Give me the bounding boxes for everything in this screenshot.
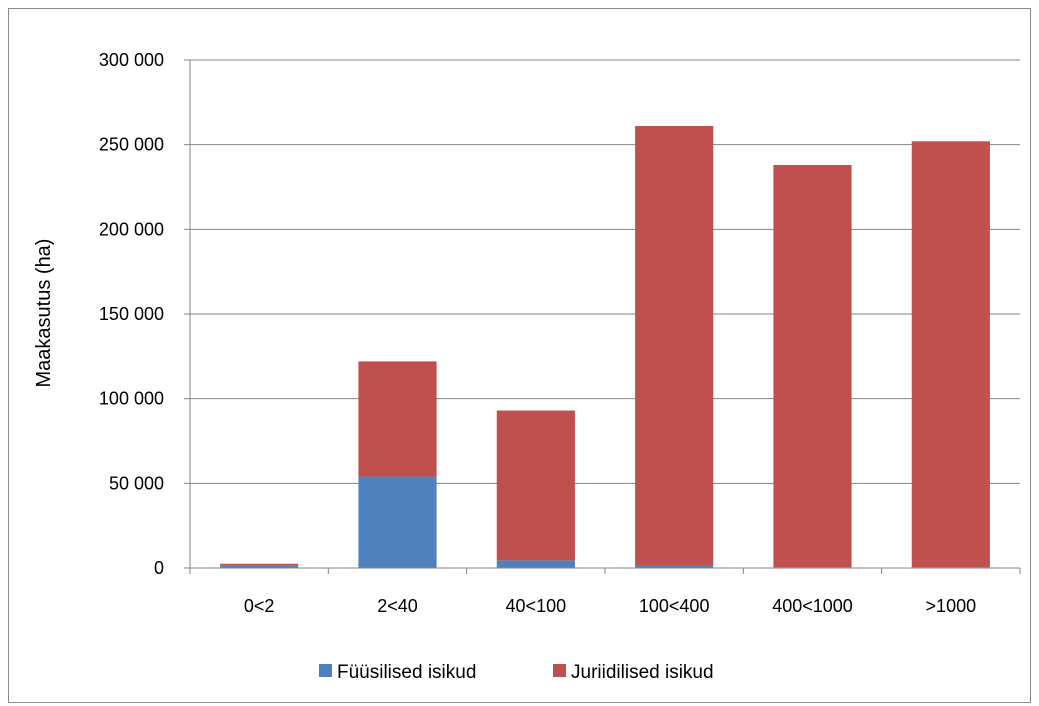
axes: 0 50 000 100 000 150 000 200 000 250 000 300 0…: [99, 50, 1021, 616]
bars: [220, 126, 990, 568]
x-tick-label: >1000: [926, 596, 977, 616]
bar-juriidilised-0: [220, 563, 299, 566]
x-tick-label: 400<1000: [772, 596, 853, 616]
y-axis-title: Maakasutus (ha): [33, 239, 55, 388]
legend-swatch-1: [553, 664, 566, 677]
y-tick-label: 250 000: [99, 135, 164, 155]
legend-label-0: Füüsilised isikud: [337, 662, 476, 683]
y-tick-label: 300 000: [99, 50, 164, 70]
y-tick-label: 150 000: [99, 304, 164, 324]
legend: Füüsilised isikud Juriidilised isikud: [319, 662, 714, 683]
bar-fuusilised-3: [635, 565, 714, 568]
x-tick-label: 2<40: [377, 596, 418, 616]
x-tick-label: 100<400: [639, 596, 710, 616]
y-tick-label: 0: [154, 558, 164, 578]
bar-juriidilised-1: [358, 361, 437, 477]
y-tick-label: 50 000: [109, 473, 164, 493]
x-tick-label: 40<100: [506, 596, 567, 616]
y-tick-label: 200 000: [99, 219, 164, 239]
gridlines: [190, 59, 1020, 484]
y-tick-label: 100 000: [99, 389, 164, 409]
bar-fuusilised-0: [220, 565, 299, 568]
legend-swatch-0: [319, 664, 332, 677]
bar-fuusilised-2: [496, 560, 575, 568]
chart-border: [8, 8, 1031, 703]
bar-juriidilised-5: [911, 141, 990, 568]
x-tick-label: 0<2: [244, 596, 275, 616]
bar-juriidilised-3: [635, 126, 714, 566]
bar-juriidilised-4: [773, 164, 852, 568]
bar-juriidilised-2: [496, 410, 575, 561]
legend-label-1: Juriidilised isikud: [571, 662, 714, 683]
bar-fuusilised-1: [358, 476, 437, 568]
